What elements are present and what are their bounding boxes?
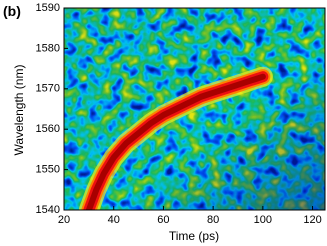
x-axis-label: Time (ps) (169, 229, 219, 243)
y-tick-label: 1560 (36, 123, 60, 135)
panel-label: (b) (3, 3, 21, 19)
x-tick-label: 80 (207, 214, 219, 226)
plot-frame (63, 7, 326, 211)
x-tick-label: 120 (303, 214, 321, 226)
x-tick-label: 100 (254, 214, 272, 226)
y-tick-label: 1550 (36, 164, 60, 176)
y-tick-label: 1540 (36, 204, 60, 216)
y-tick-label: 1580 (36, 42, 60, 54)
ridge (78, 66, 273, 210)
ridge-line (85, 73, 266, 210)
y-tick-label: 1570 (36, 83, 60, 95)
heatmap (64, 8, 325, 210)
x-tick-label: 20 (58, 214, 70, 226)
y-axis-label: Wavelength (nm) (12, 65, 26, 156)
y-tick-label: 1590 (36, 2, 60, 14)
x-tick-label: 60 (157, 214, 169, 226)
x-tick-label: 40 (108, 214, 120, 226)
axes: 20 40 60 80 100 120 1540 1550 1560 1570 1580 1590 (36, 2, 322, 226)
